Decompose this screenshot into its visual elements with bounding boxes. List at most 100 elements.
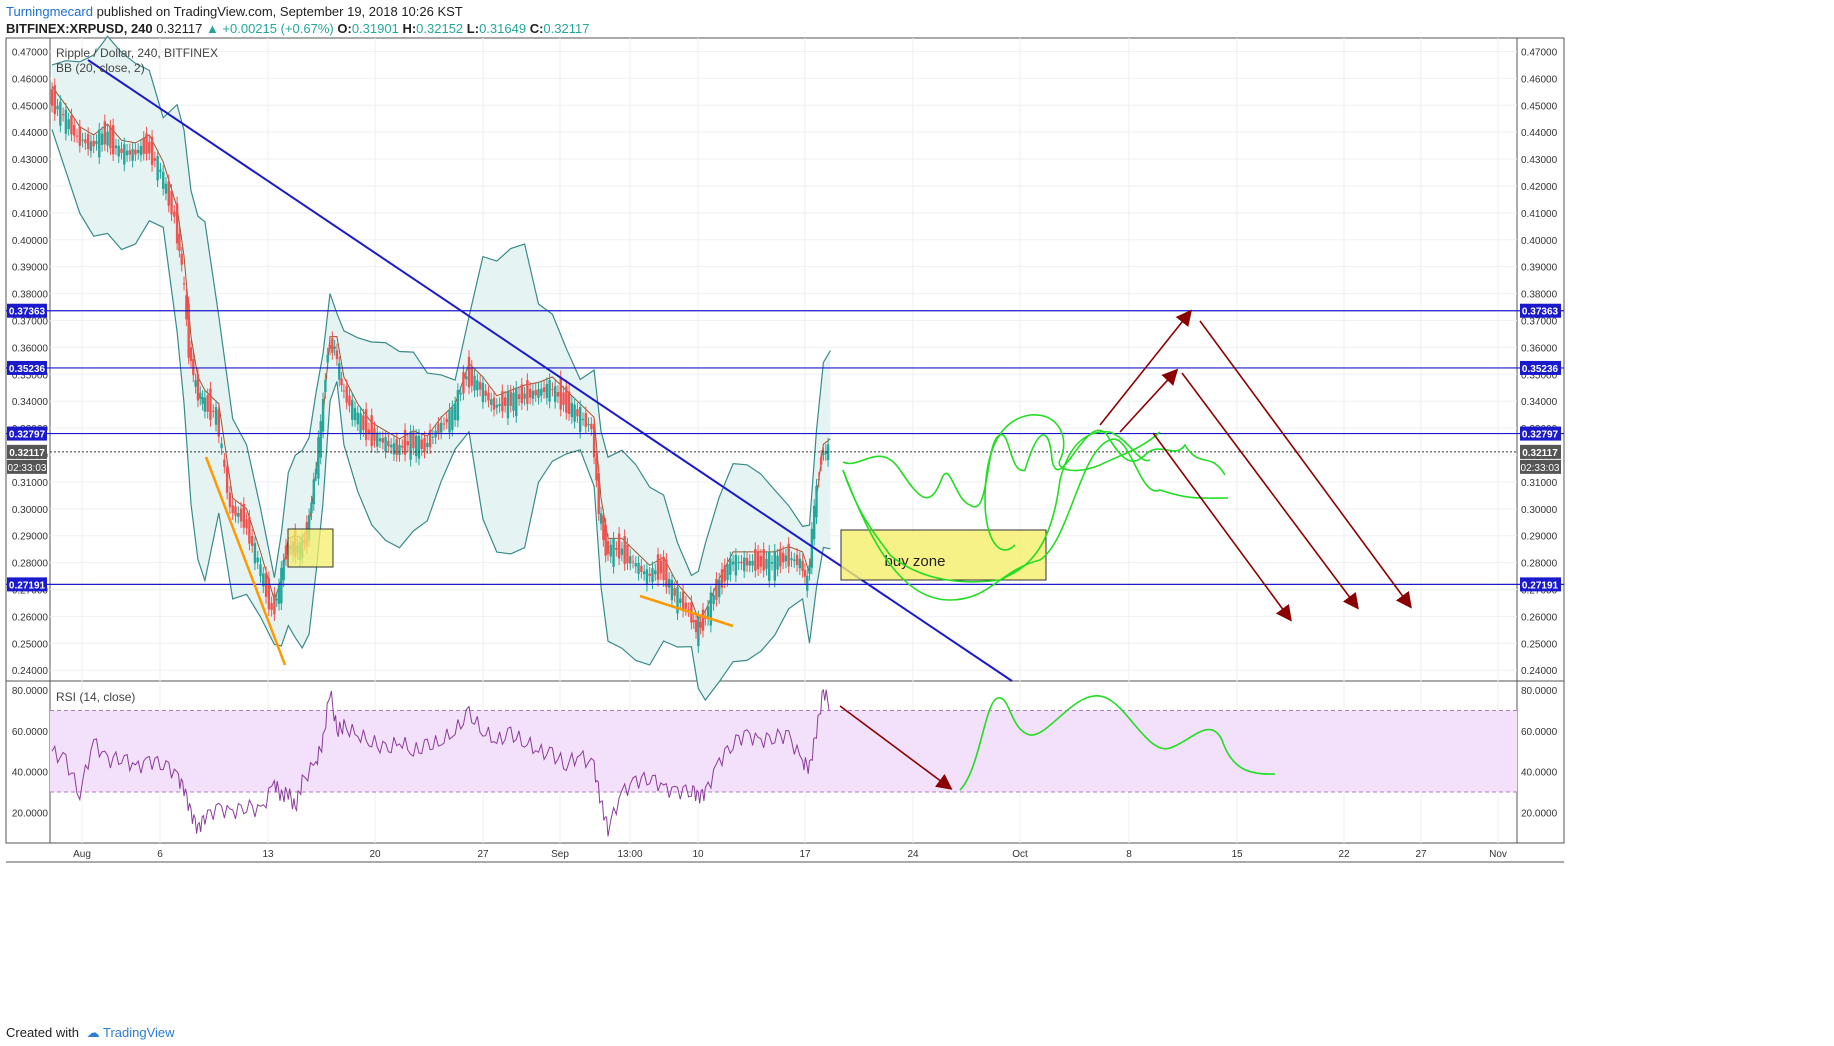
candle-body <box>417 435 421 459</box>
price-tick-right: 0.39000 <box>1521 263 1558 274</box>
high-value: 0.32152 <box>416 21 464 36</box>
candle-body <box>409 431 412 460</box>
candle-body <box>459 392 462 395</box>
price-tick-left: 0.37000 <box>12 316 49 327</box>
candle-body <box>810 528 814 568</box>
candle-body <box>645 569 649 585</box>
candle-body <box>615 547 618 550</box>
x-tick-label: 27 <box>477 849 489 860</box>
level-badge-right <box>1520 577 1561 592</box>
candle-body <box>239 508 243 522</box>
open-value: 0.31901 <box>351 21 399 36</box>
level-value-right: 0.37363 <box>1522 307 1559 318</box>
candle-body <box>145 133 148 154</box>
candle-body <box>389 444 393 448</box>
symbol-label: BITFINEX:XRPUSD, 240 <box>6 21 153 36</box>
candle-body <box>654 570 657 575</box>
candle-body <box>576 409 579 417</box>
candle-body <box>284 545 288 560</box>
candle-body <box>481 382 485 403</box>
candle-body <box>159 169 162 173</box>
publish-info: published on TradingView.com, September … <box>96 4 463 19</box>
candle-body <box>117 145 120 157</box>
x-tick-label: 15 <box>1231 849 1243 860</box>
candle-body <box>310 502 313 514</box>
level-value-right: 0.35236 <box>1522 364 1559 375</box>
level-badge-right <box>1520 360 1561 375</box>
legend-bb[interactable]: BB (20, close, 2) <box>56 61 145 75</box>
ohlc-line: BITFINEX:XRPUSD, 240 0.32117 ▲ +0.00215 … <box>6 21 589 36</box>
candle-body <box>526 380 529 404</box>
price-tick-right: 0.37000 <box>1521 316 1558 327</box>
current-price-right: 0.32117 <box>1522 448 1558 459</box>
candle-body <box>248 516 251 544</box>
candle-body <box>817 478 821 481</box>
close-label: C: <box>529 21 544 36</box>
candle-body <box>784 555 788 562</box>
candle-body <box>751 560 754 566</box>
countdown-right: 02:33:03 <box>1521 463 1560 474</box>
candle-body <box>384 437 387 452</box>
candle-body <box>734 554 738 576</box>
candle-body <box>173 211 176 217</box>
candle-body <box>445 418 448 423</box>
candle-body <box>170 190 173 215</box>
candle-body <box>528 388 532 398</box>
x-tick-label: 20 <box>369 849 381 860</box>
rsi-tick-right: 80.0000 <box>1521 686 1558 697</box>
candle-body <box>745 557 749 566</box>
level-badge-left <box>7 426 47 441</box>
candle-body <box>100 133 104 145</box>
high-label: H: <box>402 21 417 36</box>
level-value-left: 0.27191 <box>9 580 46 591</box>
candle-body <box>803 570 807 577</box>
candle-body <box>59 101 62 126</box>
candle-body <box>659 560 663 574</box>
candle-body <box>665 559 668 588</box>
tradingview-logo[interactable]: ☁ TradingView <box>86 1025 175 1040</box>
candle-body <box>370 415 373 447</box>
candle-body <box>196 374 200 401</box>
price-tick-left: 0.30000 <box>12 505 49 516</box>
candle-body <box>642 571 646 575</box>
low-label: L: <box>466 21 480 36</box>
candle-body <box>275 598 278 601</box>
candle-body <box>768 551 771 581</box>
candle-body <box>338 363 341 380</box>
candle-body <box>364 409 368 440</box>
candle-body <box>345 386 348 403</box>
candle-body <box>178 233 181 251</box>
legend-rsi[interactable]: RSI (14, close) <box>56 690 136 704</box>
candle-body <box>501 391 504 412</box>
candle-body <box>314 468 318 475</box>
candle-body <box>423 437 426 452</box>
candle-body <box>331 338 334 353</box>
candle-body <box>795 554 799 566</box>
candle-body <box>150 136 154 165</box>
author-link[interactable]: Turningmecard <box>6 4 93 19</box>
candle-body <box>376 432 379 447</box>
candle-body <box>267 578 271 610</box>
candle-body <box>328 345 332 349</box>
price-tick-left: 0.38000 <box>12 290 49 301</box>
candle-body <box>754 548 757 571</box>
price-tick-left: 0.24000 <box>12 666 49 677</box>
price-tick-left: 0.47000 <box>12 47 49 58</box>
level-value-left: 0.32797 <box>9 430 46 441</box>
rsi-projection-drawing <box>959 695 1276 791</box>
candle-body <box>98 129 101 158</box>
created-with-label: Created with <box>6 1025 79 1040</box>
candle-body <box>84 139 87 144</box>
candle-body <box>684 602 688 609</box>
rsi-tick-left: 80.0000 <box>12 686 49 697</box>
candle-body <box>431 436 435 438</box>
candle-body <box>587 423 590 426</box>
candle-body <box>225 466 229 493</box>
candle-body <box>340 378 343 386</box>
candle-body <box>762 549 765 571</box>
price-tick-left: 0.41000 <box>12 209 49 220</box>
candle-body <box>567 391 571 415</box>
rsi-tick-right: 20.0000 <box>1521 808 1558 819</box>
candle-body <box>153 158 157 161</box>
